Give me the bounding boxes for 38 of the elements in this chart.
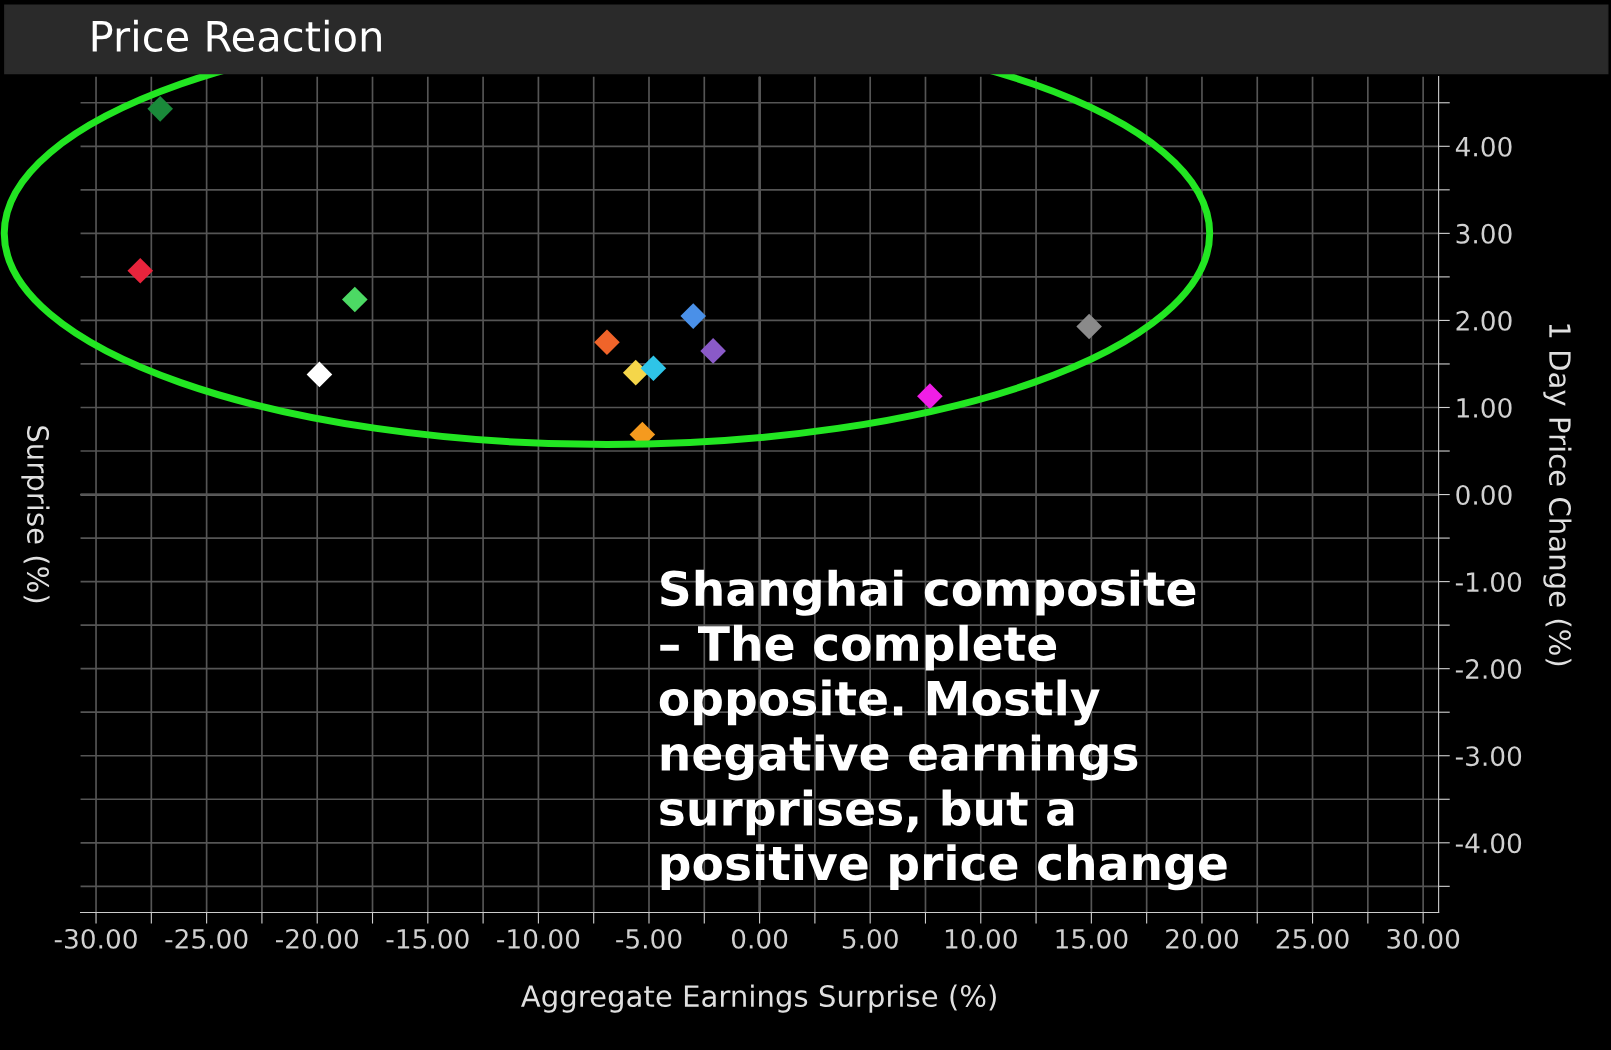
x-tick-label: 10.00 (945, 928, 1017, 949)
point (594, 329, 620, 355)
y-tick-label: 3.00 (1456, 223, 1512, 244)
y-tick-label: -1.00 (1455, 572, 1522, 593)
point (1076, 313, 1102, 340)
x-tick-label: 15.00 (1056, 928, 1128, 949)
point (147, 96, 173, 122)
chart-title: Price Reaction (92, 19, 381, 52)
x-axis-title: Aggregate Earnings Surprise (%) (521, 984, 996, 1013)
y-tick-label: -2.00 (1455, 659, 1522, 680)
point (680, 303, 707, 329)
x-tick-label: 20.00 (1166, 928, 1238, 949)
y-axis-title: 1 Day Price Change (%) (1543, 324, 1572, 666)
point (622, 359, 649, 386)
x-tick-label: 25.00 (1276, 928, 1349, 949)
x-tick-label: -15.00 (386, 928, 469, 949)
x-tick-label: 0.00 (731, 928, 788, 949)
point (342, 286, 368, 313)
x-tick-label: -25.00 (165, 928, 248, 949)
y-tick-label: 2.00 (1456, 310, 1512, 331)
point (640, 355, 667, 382)
annotation: Shanghai composite – The complete opposite. Mostly negative earnings surprises, but a positive price change (659, 569, 1227, 891)
point (306, 361, 333, 388)
x-tick-label: 30.00 (1387, 928, 1460, 949)
point (127, 258, 154, 284)
y-tick-label: -4.00 (1455, 833, 1522, 854)
y-tick-label: 0.00 (1456, 484, 1512, 505)
y-tick-label: 4.00 (1455, 136, 1512, 157)
text: Surprise (%) (21, 426, 50, 603)
y-tick-label: -3.00 (1455, 746, 1522, 767)
point (917, 383, 943, 409)
point (700, 338, 726, 364)
x-tick-label: 5.00 (842, 928, 898, 949)
x-tick-label: -20.00 (275, 928, 358, 949)
x-tick-label: -30.00 (54, 928, 137, 949)
x-tick-label: -10.00 (497, 928, 580, 949)
y-tick-label: 1.00 (1457, 397, 1512, 418)
x-tick-label: -5.00 (616, 928, 682, 949)
